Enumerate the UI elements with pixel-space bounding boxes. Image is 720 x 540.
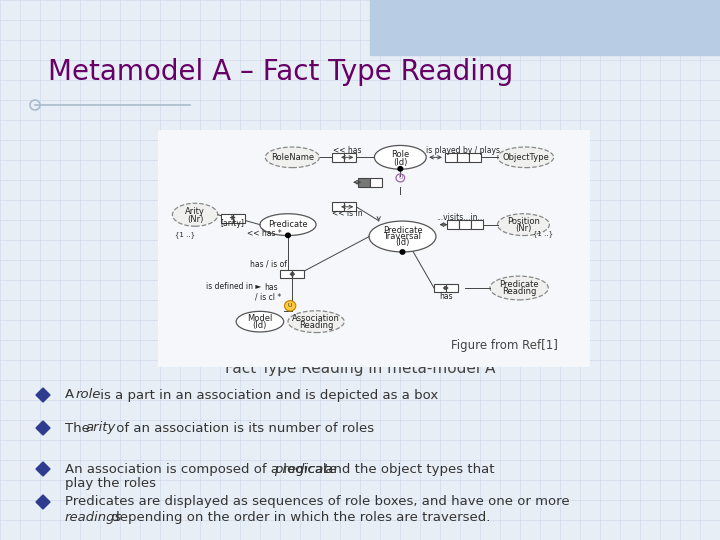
Text: {1 ..}: {1 ..} — [533, 230, 553, 237]
Ellipse shape — [374, 145, 426, 169]
Bar — [469, 153, 481, 161]
Text: Role: Role — [391, 150, 410, 159]
Text: Predicate: Predicate — [268, 220, 308, 229]
Text: U: U — [288, 303, 292, 308]
Text: has: has — [439, 292, 452, 301]
Bar — [457, 153, 469, 161]
Text: Position: Position — [507, 217, 540, 226]
Ellipse shape — [288, 310, 344, 333]
Text: is played by / plays: is played by / plays — [426, 146, 500, 155]
Ellipse shape — [173, 203, 218, 226]
Bar — [370, 178, 382, 187]
Text: Reading: Reading — [299, 321, 333, 330]
Text: readings: readings — [65, 510, 122, 523]
Bar — [358, 178, 370, 187]
Text: and the object types that: and the object types that — [321, 462, 495, 476]
Text: play the roles: play the roles — [65, 477, 156, 490]
Text: Arity: Arity — [185, 207, 205, 216]
Polygon shape — [36, 495, 50, 509]
Text: Figure from Ref[1]: Figure from Ref[1] — [451, 339, 557, 352]
Text: (Id): (Id) — [395, 238, 410, 247]
Bar — [332, 153, 344, 161]
Text: RoleName: RoleName — [271, 153, 314, 162]
Text: Metamodel A – Fact Type Reading: Metamodel A – Fact Type Reading — [48, 58, 513, 86]
Text: has / is of: has / is of — [250, 260, 287, 269]
Bar — [445, 153, 457, 161]
Ellipse shape — [236, 312, 284, 332]
Bar — [332, 202, 344, 211]
Text: predicate: predicate — [274, 462, 337, 476]
Circle shape — [284, 301, 296, 311]
Text: role: role — [76, 388, 101, 402]
Bar — [220, 214, 233, 223]
Bar — [292, 270, 305, 279]
Text: ...visits...in...: ...visits...in... — [436, 213, 485, 222]
Bar — [433, 284, 446, 292]
Text: Predicate: Predicate — [382, 226, 423, 235]
Bar — [344, 153, 356, 161]
Text: Model: Model — [247, 314, 273, 323]
Text: of an association is its number of roles: of an association is its number of roles — [112, 422, 374, 435]
Text: Fact Type Reading in meta-model A: Fact Type Reading in meta-model A — [225, 361, 495, 375]
Polygon shape — [36, 388, 50, 402]
Text: (Nr): (Nr) — [516, 224, 531, 233]
Bar — [447, 220, 459, 229]
Polygon shape — [36, 462, 50, 476]
Text: An association is composed of a logical: An association is composed of a logical — [65, 462, 331, 476]
Text: << is in: << is in — [332, 209, 362, 218]
Text: Traversal: Traversal — [384, 232, 421, 241]
Bar — [280, 270, 292, 279]
Text: Predicates are displayed as sequences of role boxes, and have one or more: Predicates are displayed as sequences of… — [65, 496, 570, 509]
Text: Predicate: Predicate — [499, 280, 539, 288]
Text: (Id): (Id) — [393, 158, 408, 166]
Circle shape — [286, 233, 290, 238]
Text: arity: arity — [86, 422, 116, 435]
Text: Reading: Reading — [502, 287, 536, 296]
Text: is defined in ►: is defined in ► — [207, 281, 261, 291]
Text: (Nr): (Nr) — [187, 215, 203, 224]
Ellipse shape — [498, 147, 554, 167]
Ellipse shape — [498, 214, 549, 235]
Text: {1 ..}: {1 ..} — [175, 231, 195, 238]
Text: U: U — [398, 176, 402, 180]
Text: The: The — [65, 422, 94, 435]
Text: [arity]: [arity] — [221, 219, 245, 228]
Text: depending on the order in which the roles are traversed.: depending on the order in which the role… — [107, 510, 490, 523]
Text: << has *: << has * — [247, 229, 282, 238]
Bar — [344, 202, 356, 211]
Circle shape — [400, 250, 405, 254]
Bar — [471, 220, 483, 229]
Text: / is cl *: / is cl * — [256, 292, 282, 301]
Text: (Id): (Id) — [253, 321, 267, 330]
Text: A: A — [65, 388, 78, 402]
Bar — [370, 0, 720, 55]
Ellipse shape — [369, 221, 436, 252]
Text: ObjectType: ObjectType — [502, 153, 549, 162]
Ellipse shape — [260, 214, 316, 235]
Text: Association: Association — [292, 314, 340, 323]
Text: has: has — [264, 284, 277, 293]
Polygon shape — [36, 421, 50, 435]
Text: << has: << has — [333, 146, 361, 156]
Text: is a part in an association and is depicted as a box: is a part in an association and is depic… — [96, 388, 438, 402]
Bar — [446, 284, 458, 292]
Bar — [459, 220, 471, 229]
Ellipse shape — [266, 147, 320, 167]
Circle shape — [398, 167, 402, 171]
Ellipse shape — [490, 276, 549, 300]
Bar — [233, 214, 245, 223]
